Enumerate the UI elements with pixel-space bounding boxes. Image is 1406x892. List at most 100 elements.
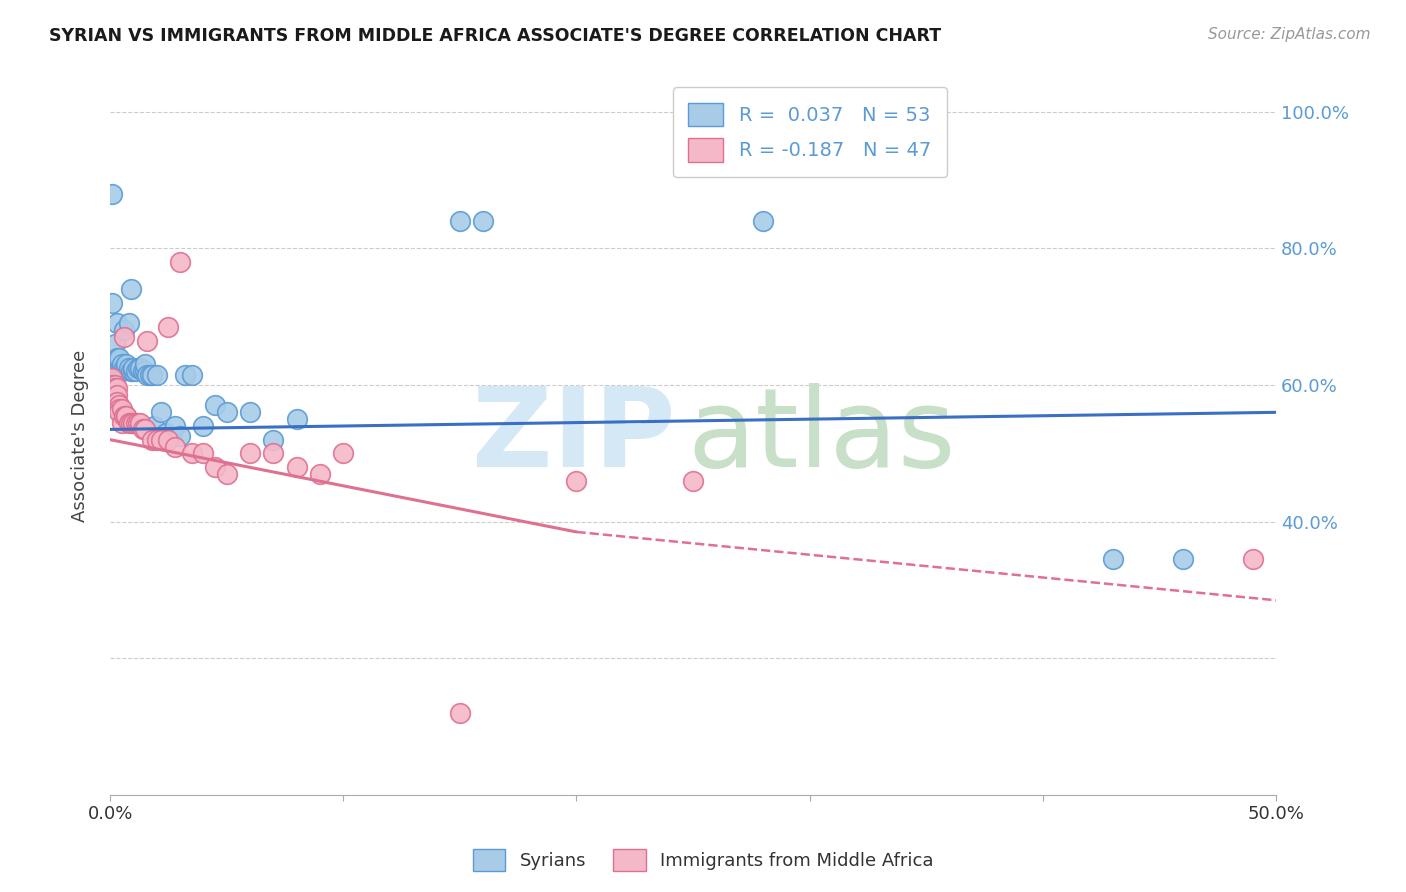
Point	[104, 381, 127, 395]
Point	[111, 364, 134, 378]
Point	[150, 405, 173, 419]
Point	[682, 474, 704, 488]
Point	[115, 358, 138, 372]
Text: ZIP: ZIP	[472, 383, 675, 490]
Point	[125, 364, 148, 378]
Point	[136, 334, 159, 348]
Point	[285, 460, 308, 475]
Point	[127, 416, 149, 430]
Point	[108, 354, 131, 368]
Point	[1171, 552, 1194, 566]
Point	[112, 323, 135, 337]
Point	[215, 405, 238, 419]
Point	[472, 214, 495, 228]
Point	[155, 425, 177, 440]
Point	[118, 416, 141, 430]
Point	[115, 409, 138, 423]
Point	[143, 419, 166, 434]
Point	[180, 368, 202, 382]
Point	[145, 368, 167, 382]
Text: SYRIAN VS IMMIGRANTS FROM MIDDLE AFRICA ASSOCIATE'S DEGREE CORRELATION CHART: SYRIAN VS IMMIGRANTS FROM MIDDLE AFRICA …	[49, 27, 942, 45]
Point	[141, 433, 163, 447]
Point	[127, 360, 149, 375]
Point	[193, 419, 215, 434]
Legend: Syrians, Immigrants from Middle Africa: Syrians, Immigrants from Middle Africa	[465, 842, 941, 879]
Point	[104, 360, 127, 375]
Point	[105, 395, 128, 409]
Point	[111, 401, 134, 416]
Point	[122, 360, 145, 375]
Point	[157, 433, 180, 447]
Point	[112, 409, 135, 423]
Point	[108, 399, 131, 413]
Point	[105, 351, 128, 365]
Point	[120, 364, 142, 378]
Point	[1241, 552, 1264, 566]
Point	[141, 368, 163, 382]
Y-axis label: Associate's Degree: Associate's Degree	[72, 351, 89, 523]
Point	[132, 422, 155, 436]
Point	[108, 405, 131, 419]
Point	[104, 378, 127, 392]
Point	[112, 330, 135, 344]
Point	[449, 214, 471, 228]
Point	[134, 422, 156, 436]
Point	[138, 368, 160, 382]
Text: Source: ZipAtlas.com: Source: ZipAtlas.com	[1208, 27, 1371, 42]
Point	[101, 371, 124, 385]
Point	[122, 416, 145, 430]
Point	[180, 446, 202, 460]
Point	[134, 364, 156, 378]
Point	[118, 360, 141, 375]
Point	[193, 446, 215, 460]
Point	[565, 474, 588, 488]
Point	[104, 388, 127, 402]
Point	[111, 360, 134, 375]
Point	[111, 416, 134, 430]
Point	[111, 358, 134, 372]
Point	[129, 360, 152, 375]
Point	[101, 296, 124, 310]
Point	[122, 364, 145, 378]
Point	[204, 399, 226, 413]
Text: atlas: atlas	[688, 383, 956, 490]
Point	[165, 419, 187, 434]
Point	[104, 337, 127, 351]
Point	[173, 368, 195, 382]
Point	[115, 409, 138, 423]
Point	[134, 358, 156, 372]
Point	[101, 381, 124, 395]
Point	[239, 446, 262, 460]
Point	[204, 460, 226, 475]
Point	[215, 467, 238, 481]
Point	[145, 433, 167, 447]
Point	[309, 467, 332, 481]
Point	[285, 412, 308, 426]
Point	[120, 282, 142, 296]
Point	[449, 706, 471, 720]
Point	[752, 214, 775, 228]
Point	[159, 429, 181, 443]
Point	[112, 360, 135, 375]
Point	[150, 433, 173, 447]
Point	[108, 360, 131, 375]
Point	[104, 364, 127, 378]
Point	[1101, 552, 1123, 566]
Point	[115, 360, 138, 375]
Point	[136, 368, 159, 382]
Point	[125, 416, 148, 430]
Point	[332, 446, 354, 460]
Point	[101, 186, 124, 201]
Point	[108, 401, 131, 416]
Point	[165, 440, 187, 454]
Legend: R =  0.037   N = 53, R = -0.187   N = 47: R = 0.037 N = 53, R = -0.187 N = 47	[672, 87, 946, 178]
Point	[169, 255, 191, 269]
Point	[101, 378, 124, 392]
Point	[262, 433, 284, 447]
Point	[105, 317, 128, 331]
Point	[169, 429, 191, 443]
Point	[108, 351, 131, 365]
Point	[118, 317, 141, 331]
Point	[105, 381, 128, 395]
Point	[120, 416, 142, 430]
